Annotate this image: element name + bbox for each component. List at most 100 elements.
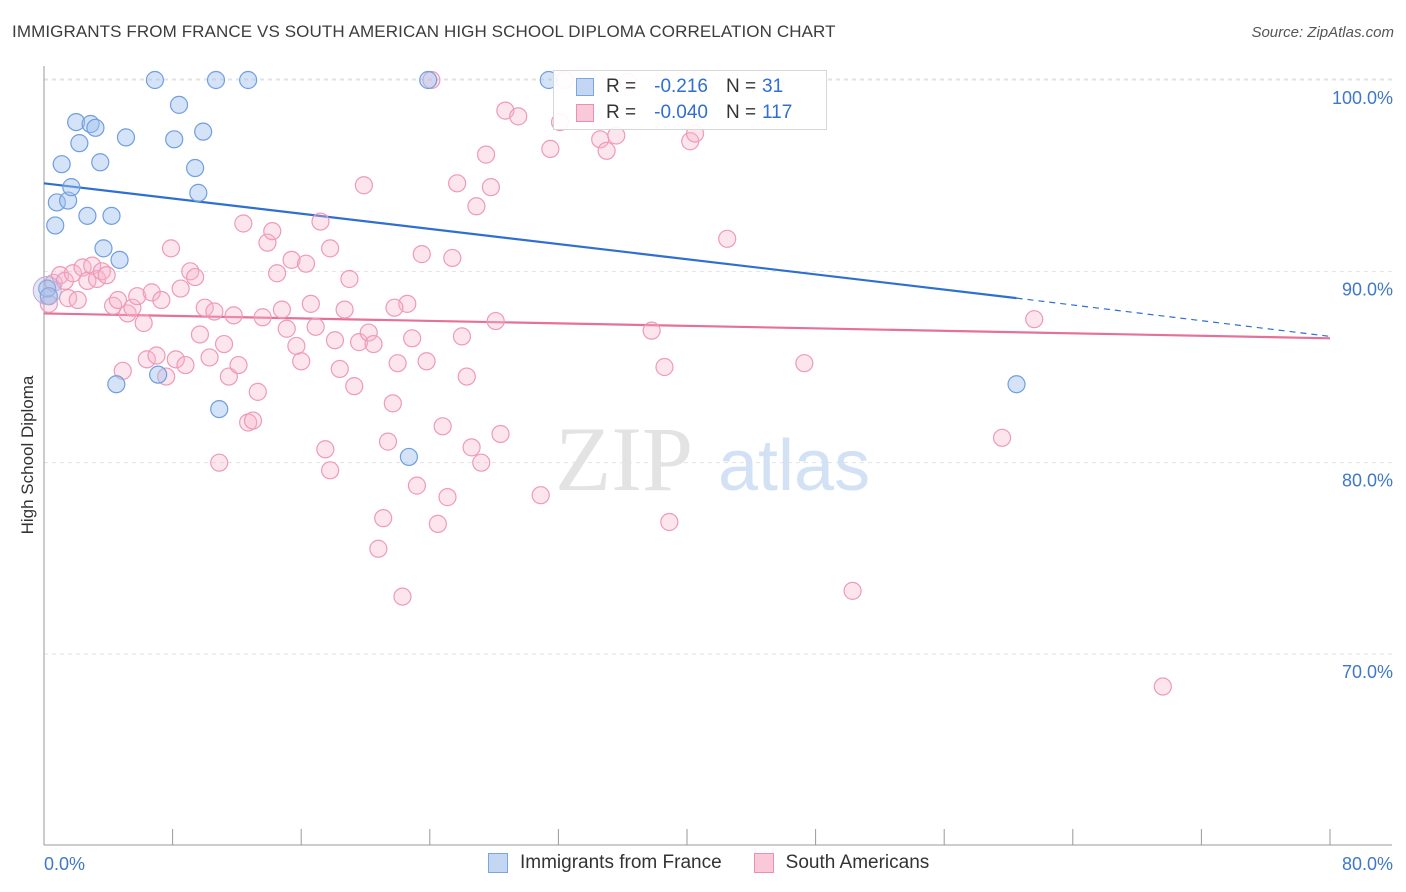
- data-point-south-americans: [248, 382, 267, 401]
- data-point-south-americans: [642, 321, 661, 340]
- data-point-south-americans: [428, 514, 447, 533]
- data-point-south-americans: [433, 417, 452, 436]
- legend-label-south-americans: South Americans: [785, 852, 930, 873]
- legend-item-france[interactable]: Immigrants from France: [488, 852, 722, 874]
- watermark: ZIP atlas: [555, 408, 870, 510]
- data-point-south-americans: [321, 239, 340, 258]
- data-point-cluster: [32, 275, 62, 305]
- legend-r-label: R =: [606, 76, 637, 97]
- data-point-france: [70, 134, 89, 153]
- data-point-france: [52, 155, 71, 174]
- legend-r-value: -0.040: [654, 102, 708, 123]
- data-point-france: [59, 191, 78, 210]
- data-point-france: [419, 70, 438, 90]
- data-point-south-americans: [181, 262, 200, 281]
- legend-r-label: R =: [606, 102, 637, 123]
- data-point-south-americans: [83, 256, 102, 275]
- data-point-south-americans: [282, 250, 301, 269]
- data-point-south-americans: [104, 296, 123, 315]
- data-point-south-americans: [142, 283, 161, 302]
- data-point-france: [1007, 375, 1026, 394]
- data-point-south-americans: [195, 298, 214, 317]
- data-point-south-americans: [1153, 677, 1172, 696]
- data-point-south-americans: [205, 302, 224, 321]
- data-point-france: [189, 183, 208, 202]
- data-point-south-americans: [359, 323, 378, 342]
- data-point-south-americans: [388, 354, 407, 373]
- data-point-south-americans: [243, 411, 263, 430]
- series-legend: Immigrants from France South Americans: [488, 852, 961, 874]
- data-point-south-americans: [277, 319, 296, 338]
- legend-swatch-south-americans: [753, 853, 774, 873]
- watermark-atlas: atlas: [718, 426, 870, 506]
- data-point-south-americans: [340, 269, 359, 289]
- data-point-south-americans: [472, 453, 491, 472]
- data-point-france: [67, 112, 86, 132]
- data-point-south-americans: [200, 348, 219, 367]
- data-point-south-americans: [272, 300, 292, 319]
- data-point-south-americans: [531, 486, 550, 505]
- data-point-france: [194, 122, 213, 141]
- data-point-france: [116, 128, 136, 147]
- data-point-france: [94, 239, 113, 258]
- data-point-south-americans: [655, 357, 674, 377]
- data-point-south-americans: [234, 214, 253, 233]
- data-point-south-americans: [152, 290, 171, 310]
- legend-swatch-france: [576, 78, 594, 96]
- legend-r-value: -0.216: [654, 76, 708, 97]
- legend-n-value: 31: [762, 76, 784, 97]
- data-point-south-americans: [486, 311, 505, 331]
- x-tick-label: 80.0%: [1342, 854, 1393, 874]
- axes: [43, 66, 1392, 846]
- data-point-south-americans: [364, 334, 383, 354]
- data-point-france: [38, 279, 57, 298]
- data-point-france: [149, 365, 168, 384]
- data-point-south-americans: [321, 461, 340, 480]
- data-point-france: [62, 178, 81, 197]
- data-point-south-americans: [843, 581, 862, 600]
- legend-item-south-americans[interactable]: South Americans: [753, 852, 930, 874]
- data-point-south-americans: [137, 350, 156, 369]
- legend-swatch-south-americans: [576, 104, 594, 122]
- legend-swatch-france: [488, 853, 508, 873]
- y-tick-label: 90.0%: [1342, 279, 1393, 299]
- chart-title: IMMIGRANTS FROM FRANCE VS SOUTH AMERICAN…: [12, 22, 836, 41]
- data-point-south-americans: [190, 325, 210, 344]
- y-tick-label: 100.0%: [1332, 88, 1393, 108]
- data-point-france: [206, 70, 226, 90]
- data-point-south-americans: [374, 509, 393, 528]
- correlation-legend: R = -0.216 N = 31 R = -0.040 N = 117: [553, 70, 827, 130]
- data-point-france: [399, 447, 419, 467]
- data-point-south-americans: [597, 141, 616, 160]
- data-point-france: [169, 95, 189, 114]
- data-point-south-americans: [385, 298, 404, 317]
- data-point-france: [47, 193, 66, 212]
- data-point-france: [186, 158, 205, 178]
- data-point-france: [46, 216, 65, 235]
- data-point-south-americans: [287, 336, 306, 356]
- data-point-south-americans: [443, 248, 462, 268]
- data-point-south-americans: [253, 308, 272, 327]
- y-tick-label: 70.0%: [1342, 662, 1393, 682]
- data-point-south-americans: [263, 222, 282, 241]
- data-point-south-americans: [186, 267, 205, 287]
- data-point-france: [110, 250, 129, 269]
- data-point-south-americans: [97, 266, 116, 285]
- data-point-south-americans: [448, 174, 467, 193]
- trend-lines: [43, 182, 1331, 340]
- data-point-south-americans: [335, 300, 354, 319]
- data-point-south-americans: [292, 352, 311, 371]
- data-point-south-americans: [210, 453, 229, 472]
- data-point-south-americans: [369, 539, 388, 558]
- data-point-south-americans: [438, 488, 457, 507]
- data-point-south-americans: [393, 587, 412, 606]
- data-point-south-americans: [214, 334, 234, 354]
- data-point-south-americans: [403, 329, 422, 348]
- data-point-south-americans: [1025, 310, 1044, 329]
- data-point-south-americans: [407, 476, 427, 495]
- data-point-south-americans: [316, 440, 335, 459]
- data-point-south-americans: [462, 438, 481, 457]
- data-point-south-americans: [481, 178, 500, 197]
- data-point-france: [78, 206, 97, 225]
